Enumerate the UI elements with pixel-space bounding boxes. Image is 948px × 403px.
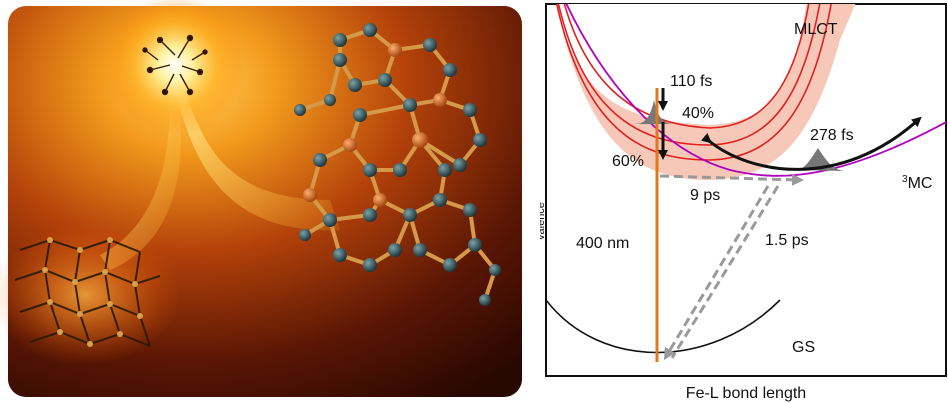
wavepacket: [635, 100, 675, 124]
label-mlct: MLCT: [794, 21, 838, 38]
molecule-icon: [294, 23, 501, 306]
label-3mc-superscript: 3: [902, 174, 908, 185]
mlct-curve: [557, 4, 821, 146]
mc-curve: [565, 4, 946, 177]
starburst-icon: [105, 0, 245, 135]
dashed-arrow-1-5ps: [670, 185, 780, 359]
crystal-lattice-icon: [0, 225, 180, 365]
light-beam: [100, 70, 182, 270]
wavepacket: [795, 148, 845, 171]
y-axis-label-main: E: [540, 239, 544, 250]
energy-diagram: MLCT 110 fs 40% 60% 278 fs 9 ps 1.5 ps 4…: [540, 3, 947, 402]
label-278fs: 278 fs: [810, 127, 854, 144]
label-1-5ps: 1.5 ps: [765, 232, 809, 249]
oscillation-arrow: [700, 116, 922, 171]
x-axis-label: Fe-L bond length: [686, 385, 806, 402]
label-110fs: 110 fs: [670, 73, 712, 90]
label-9ps: 9 ps: [690, 187, 720, 204]
label-3mc-text: MC: [908, 175, 933, 192]
label-3mc: 3MC: [902, 174, 932, 192]
dashed-arrow-9ps: [659, 173, 804, 186]
y-axis-label-sub: valence: [540, 202, 547, 240]
y-axis-label: Evalence: [540, 202, 547, 250]
dashed-arrow-1-5ps: [663, 185, 770, 361]
label-400nm: 400 nm: [576, 235, 629, 252]
label-60pct: 60%: [612, 153, 644, 170]
label-gs: GS: [792, 339, 815, 356]
label-40pct: 40%: [682, 105, 714, 122]
illustration-panel: [0, 0, 522, 397]
mlct-curve: [555, 4, 832, 161]
